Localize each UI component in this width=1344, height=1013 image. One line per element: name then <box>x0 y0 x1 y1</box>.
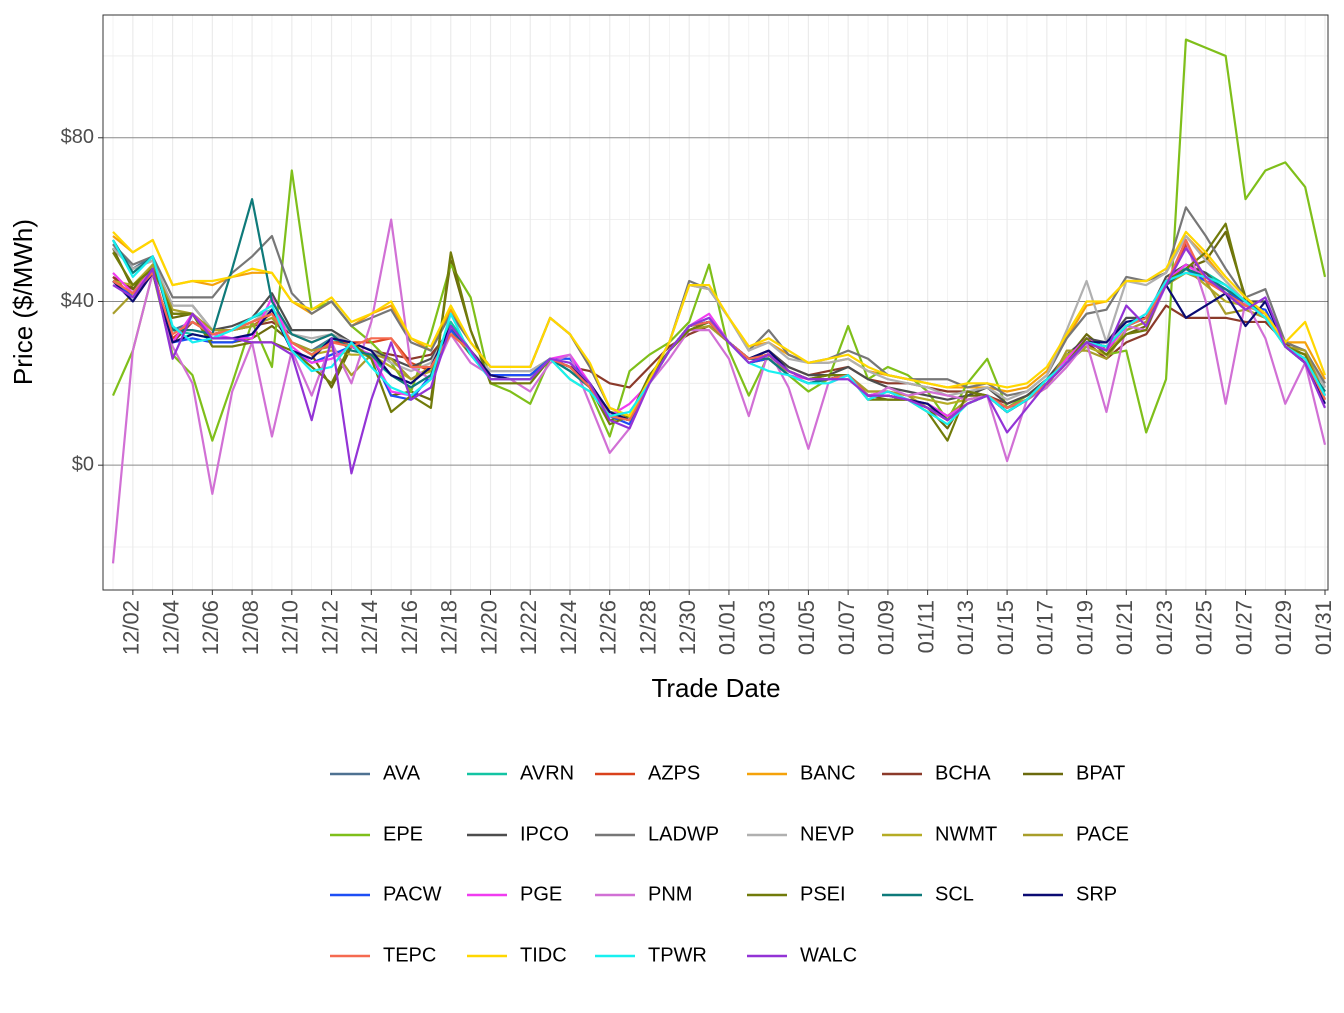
y-tick-label: $80 <box>61 126 94 148</box>
legend-label: TIDC <box>520 944 567 966</box>
x-tick-label: 01/11 <box>913 600 938 653</box>
x-tick-label: 01/21 <box>1112 600 1137 655</box>
x-tick-label: 01/31 <box>1311 600 1336 655</box>
x-tick-label: 12/02 <box>119 600 144 655</box>
x-tick-label: 01/19 <box>1072 600 1097 655</box>
x-tick-label: 12/22 <box>516 600 541 655</box>
legend-label: LADWP <box>648 823 719 845</box>
x-tick-label: 12/16 <box>397 600 422 655</box>
x-tick-label: 12/28 <box>635 600 660 655</box>
x-tick-label: 01/03 <box>754 600 779 655</box>
x-tick-label: 12/04 <box>158 600 183 655</box>
x-tick-label: 12/10 <box>278 600 303 655</box>
legend-label: WALC <box>800 944 857 966</box>
legend-label: SRP <box>1076 883 1117 905</box>
grid <box>103 15 1328 590</box>
series-line <box>112 263 1327 418</box>
y-axis-title: Price ($/MWh) <box>8 219 38 385</box>
legend-label: PGE <box>520 883 562 905</box>
legend-label: BANC <box>800 762 856 784</box>
x-tick-label: 01/01 <box>715 600 740 655</box>
x-tick-label: 12/08 <box>238 600 263 655</box>
y-tick-label: $0 <box>72 453 94 475</box>
x-tick-label: 01/23 <box>1152 600 1177 655</box>
legend-label: PSEI <box>800 883 846 905</box>
x-tick-label: 01/05 <box>794 600 819 655</box>
x-tick-label: 01/07 <box>834 600 859 655</box>
legend-label: TPWR <box>648 944 707 966</box>
x-tick-label: 12/12 <box>317 600 342 655</box>
legend-label: AVRN <box>520 762 574 784</box>
axes: $0 $40 $80 12/02 12/04 12/06 12/08 12/10 12/12 12… <box>61 126 1336 655</box>
lines <box>111 38 1327 564</box>
x-tick-label: 12/06 <box>198 600 223 655</box>
y-tick-label: $40 <box>61 290 94 312</box>
legend-label: AVA <box>383 762 421 784</box>
x-axis-title: Trade Date <box>651 673 780 703</box>
x-tick-label: 12/14 <box>357 600 382 655</box>
x-tick-label: 12/26 <box>596 600 621 655</box>
legend-label: EPE <box>383 823 423 845</box>
legend-label: NEVP <box>800 823 854 845</box>
legend-label: PACE <box>1076 823 1129 845</box>
series-line <box>112 230 1327 418</box>
x-tick-label: 12/20 <box>476 600 501 655</box>
legend-label: SCL <box>935 883 974 905</box>
series-line <box>112 247 1327 475</box>
x-tick-label: 12/24 <box>556 600 581 655</box>
x-tick-label: 01/27 <box>1231 600 1256 655</box>
x-tick-label: 01/25 <box>1192 600 1217 655</box>
legend-label: PACW <box>383 883 442 905</box>
series-line <box>111 218 1327 564</box>
legend-label: NWMT <box>935 823 997 845</box>
legend: AVA AVRN AZPS BANC BCHA BPAT EPE IPCO LADWP NEVP N… <box>330 762 1129 966</box>
x-tick-label: 12/18 <box>437 600 462 655</box>
x-tick-label: 01/15 <box>993 600 1018 655</box>
legend-label: AZPS <box>648 762 700 784</box>
x-tick-label: 01/09 <box>874 600 899 655</box>
x-tick-label: 12/30 <box>675 600 700 655</box>
legend-label: IPCO <box>520 823 569 845</box>
legend-label: PNM <box>648 883 692 905</box>
x-tick-label: 01/29 <box>1271 600 1296 655</box>
legend-label: BPAT <box>1076 762 1125 784</box>
legend-label: TEPC <box>383 944 436 966</box>
x-tick-label: 01/17 <box>1033 600 1058 655</box>
x-tick-label: 01/13 <box>953 600 978 655</box>
legend-label: BCHA <box>935 762 991 784</box>
plot-frame <box>102 14 1329 591</box>
